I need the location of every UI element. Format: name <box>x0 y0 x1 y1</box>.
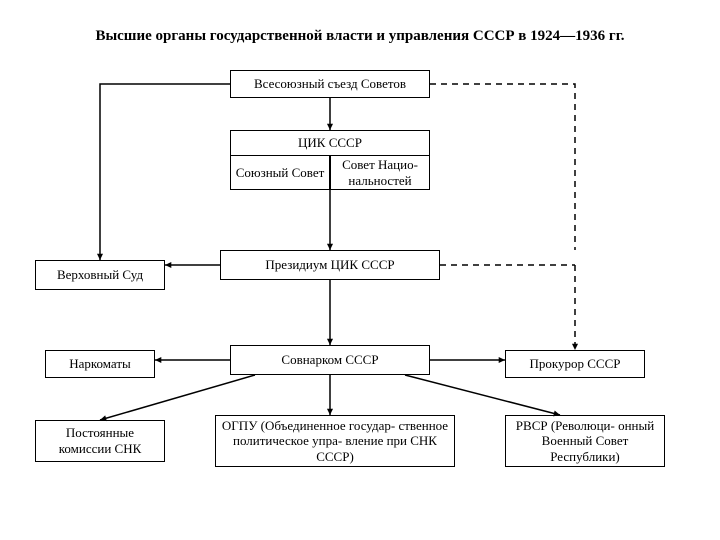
node-postkom: Постоянные комиссии СНК <box>35 420 165 462</box>
node-tsik: ЦИК СССР <box>230 130 430 156</box>
node-nats: Совет Нацио- нальностей <box>330 156 430 190</box>
node-narkom: Наркоматы <box>45 350 155 378</box>
diagram-canvas: Высшие органы государственной власти и у… <box>0 0 720 540</box>
node-union: Союзный Совет <box>230 156 330 190</box>
node-ogpu: ОГПУ (Объединенное государ- ственное пол… <box>215 415 455 467</box>
node-sovnarkom: Совнарком СССР <box>230 345 430 375</box>
node-rvsr: РВСР (Революци- онный Военный Совет Респ… <box>505 415 665 467</box>
node-prokuror: Прокурор СССР <box>505 350 645 378</box>
page-title: Высшие органы государственной власти и у… <box>0 28 720 45</box>
node-supcourt: Верховный Суд <box>35 260 165 290</box>
node-congress: Всесоюзный съезд Советов <box>230 70 430 98</box>
node-presidium: Президиум ЦИК СССР <box>220 250 440 280</box>
